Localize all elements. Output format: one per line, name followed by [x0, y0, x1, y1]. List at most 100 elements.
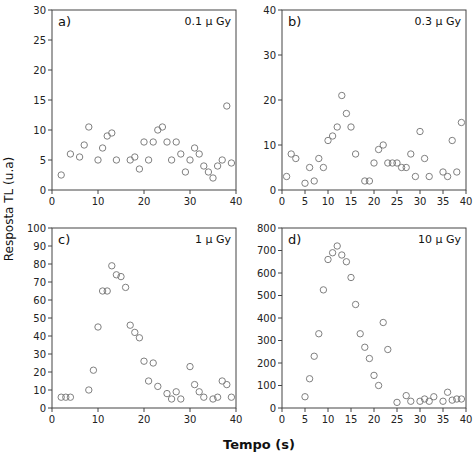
point	[449, 137, 455, 143]
points	[283, 92, 464, 186]
point	[182, 169, 188, 175]
x-tick-label: 40	[460, 414, 473, 425]
points	[58, 263, 235, 403]
x-tick-label: 0	[49, 414, 55, 425]
point	[293, 155, 299, 161]
x-tick	[443, 190, 444, 194]
point	[58, 172, 64, 178]
point	[316, 155, 322, 161]
point	[316, 331, 322, 337]
point	[196, 389, 202, 395]
point	[329, 250, 335, 256]
panel: 0510152025303540010020030040050060070080…	[257, 223, 472, 426]
x-tick	[144, 190, 145, 194]
y-tick	[48, 40, 52, 41]
point	[380, 319, 386, 325]
point	[228, 394, 234, 400]
x-tick-label: 25	[391, 196, 404, 207]
x-tick	[305, 408, 306, 412]
point	[178, 396, 184, 402]
y-tick	[278, 385, 282, 386]
x-tick-label: 10	[322, 414, 335, 425]
x-tick-label: 10	[92, 196, 105, 207]
points	[302, 243, 465, 406]
y-tick	[48, 336, 52, 337]
x-tick-label: 0	[279, 196, 285, 207]
point	[421, 155, 427, 161]
dose-label: 0.1 μ Gy	[184, 15, 231, 28]
point	[187, 363, 193, 369]
y-tick-label: 0	[40, 403, 46, 414]
point	[306, 376, 312, 382]
y-tick-label: 90	[33, 241, 46, 252]
point	[210, 175, 216, 181]
point	[201, 163, 207, 169]
y-tick-label: 700	[257, 245, 276, 256]
y-tick	[48, 300, 52, 301]
point	[191, 145, 197, 151]
dose-label: 10 μ Gy	[418, 233, 462, 246]
y-tick-label: 10	[33, 385, 46, 396]
y-tick	[48, 100, 52, 101]
point	[458, 396, 464, 402]
point	[385, 346, 391, 352]
point	[302, 394, 308, 400]
x-tick	[374, 190, 375, 194]
point	[343, 259, 349, 265]
y-tick	[278, 228, 282, 229]
x-tick-label: 10	[322, 196, 335, 207]
chart: 010203040051015202530a)0.1 μ Gy051015202…	[0, 0, 476, 459]
y-tick	[278, 295, 282, 296]
y-tick	[48, 318, 52, 319]
y-tick-label: 50	[33, 313, 46, 324]
y-tick-label: 20	[33, 367, 46, 378]
point	[334, 243, 340, 249]
y-tick	[48, 408, 52, 409]
point	[191, 381, 197, 387]
point	[431, 394, 437, 400]
y-tick	[48, 190, 52, 191]
point	[67, 151, 73, 157]
y-tick-label: 5	[40, 155, 46, 166]
point	[196, 151, 202, 157]
y-tick	[48, 390, 52, 391]
y-tick	[48, 354, 52, 355]
x-tick-label: 40	[460, 196, 473, 207]
point	[408, 151, 414, 157]
x-tick	[351, 190, 352, 194]
point	[366, 178, 372, 184]
y-axis-label: Resposta TL (u.a)	[2, 157, 16, 261]
panel: 010203040051015202530a)0.1 μ Gy	[33, 5, 242, 208]
panel: 0510152025303540010203040b)0.3 μ Gy	[263, 5, 472, 208]
x-tick	[397, 408, 398, 412]
y-tick	[48, 282, 52, 283]
x-tick-label: 20	[138, 196, 151, 207]
x-tick	[328, 190, 329, 194]
panel-label: c)	[58, 232, 70, 247]
point	[95, 157, 101, 163]
point	[150, 360, 156, 366]
y-tick-label: 80	[33, 259, 46, 270]
point	[329, 133, 335, 139]
y-tick-label: 25	[33, 35, 46, 46]
y-tick-label: 0	[40, 185, 46, 196]
x-tick	[305, 190, 306, 194]
point	[352, 301, 358, 307]
point	[306, 164, 312, 170]
point	[412, 173, 418, 179]
point	[141, 139, 147, 145]
y-tick-label: 0	[270, 403, 276, 414]
y-tick-label: 20	[33, 65, 46, 76]
point	[320, 164, 326, 170]
point	[95, 324, 101, 330]
x-tick-label: 0	[49, 196, 55, 207]
point	[99, 145, 105, 151]
point	[168, 157, 174, 163]
point	[173, 389, 179, 395]
x-tick	[98, 408, 99, 412]
point	[375, 382, 381, 388]
y-tick	[48, 160, 52, 161]
y-tick	[48, 10, 52, 11]
point	[109, 130, 115, 136]
point	[334, 124, 340, 130]
